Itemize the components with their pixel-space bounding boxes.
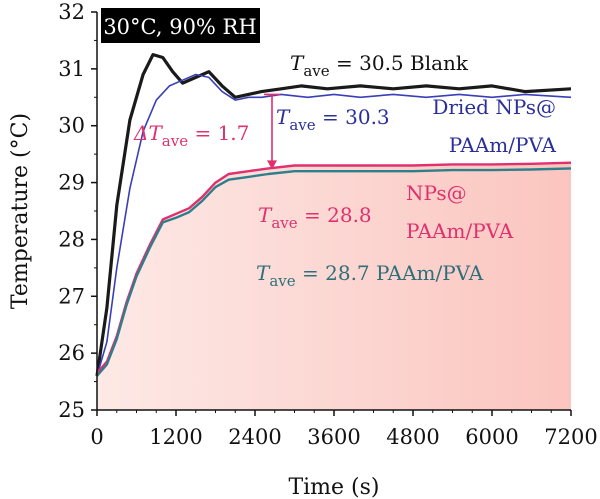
label-dried: Tave = 30.3 xyxy=(276,105,390,134)
series-line-dried-nps-paam-pva xyxy=(96,73,572,377)
condition-label: 30°C, 90% RH xyxy=(103,15,256,39)
y-tick-label: 27 xyxy=(58,284,85,308)
y-tick-label: 32 xyxy=(58,0,85,24)
label-paam: Tave = 28.7 PAAm/PVA xyxy=(256,261,484,290)
label-nps-value: = 28.8 xyxy=(298,203,372,227)
condition-box xyxy=(101,8,260,43)
series-line-paam-pva xyxy=(96,167,572,377)
label-blank-value: = 30.5 Blank xyxy=(330,51,469,75)
y-tick-label: 30 xyxy=(58,114,85,138)
label-paam-subscript: ave xyxy=(269,272,295,290)
label-blank-subscript: ave xyxy=(303,62,329,80)
x-tick-label: 0 xyxy=(90,425,103,449)
y-tick-label: 26 xyxy=(58,341,85,365)
x-tick-label: 7200 xyxy=(544,425,597,449)
label-delta: ΔTave = 1.7 xyxy=(133,121,249,150)
x-tick-label: 3600 xyxy=(307,425,360,449)
label-delta-subscript: ave xyxy=(162,132,188,150)
label-delta-symbol: ΔT xyxy=(133,121,163,145)
x-tick-label: 6000 xyxy=(465,425,518,449)
label-nps: Tave = 28.8 xyxy=(258,203,372,232)
label-dried-name-1: Dried NPs@ xyxy=(432,95,556,119)
label-dried-subscript: ave xyxy=(289,116,315,134)
y-tick-label: 28 xyxy=(58,227,85,251)
series-line-blank xyxy=(95,53,572,377)
label-dried-name-2: PAAm/PVA xyxy=(449,133,557,157)
delta-arrow-head xyxy=(267,160,277,170)
label-nps-name-2: PAAm/PVA xyxy=(406,219,514,243)
label-nps-subscript: ave xyxy=(271,214,297,232)
label-paam-value: = 28.7 PAAm/PVA xyxy=(296,261,484,285)
x-tick-label: 4800 xyxy=(386,425,439,449)
y-tick-label: 31 xyxy=(58,57,85,81)
series-lines xyxy=(95,53,572,377)
label-nps-symbol: T xyxy=(258,203,273,227)
label-dried-value: = 30.3 xyxy=(316,105,390,129)
y-axis-title: Temperature (°C) xyxy=(8,113,33,309)
x-axis-title: Time (s) xyxy=(288,475,379,499)
label-blank: Tave = 30.5 Blank xyxy=(290,51,469,80)
label-dried-symbol: T xyxy=(276,105,291,129)
x-tick-label: 1200 xyxy=(149,425,202,449)
label-blank-symbol: T xyxy=(290,51,305,75)
axes: 25 26 27 28 29 30 31 32 0 1200 2400 3600 4800 6000 720… xyxy=(8,0,598,499)
label-delta-value: = 1.7 xyxy=(188,121,249,145)
y-tick-label: 25 xyxy=(58,398,85,422)
shaded-area-fill xyxy=(97,162,571,410)
label-paam-symbol: T xyxy=(256,261,271,285)
x-tick-label: 2400 xyxy=(228,425,281,449)
label-nps-name-1: NPs@ xyxy=(406,181,467,205)
y-tick-label: 29 xyxy=(58,171,85,195)
shaded-area xyxy=(97,162,571,410)
